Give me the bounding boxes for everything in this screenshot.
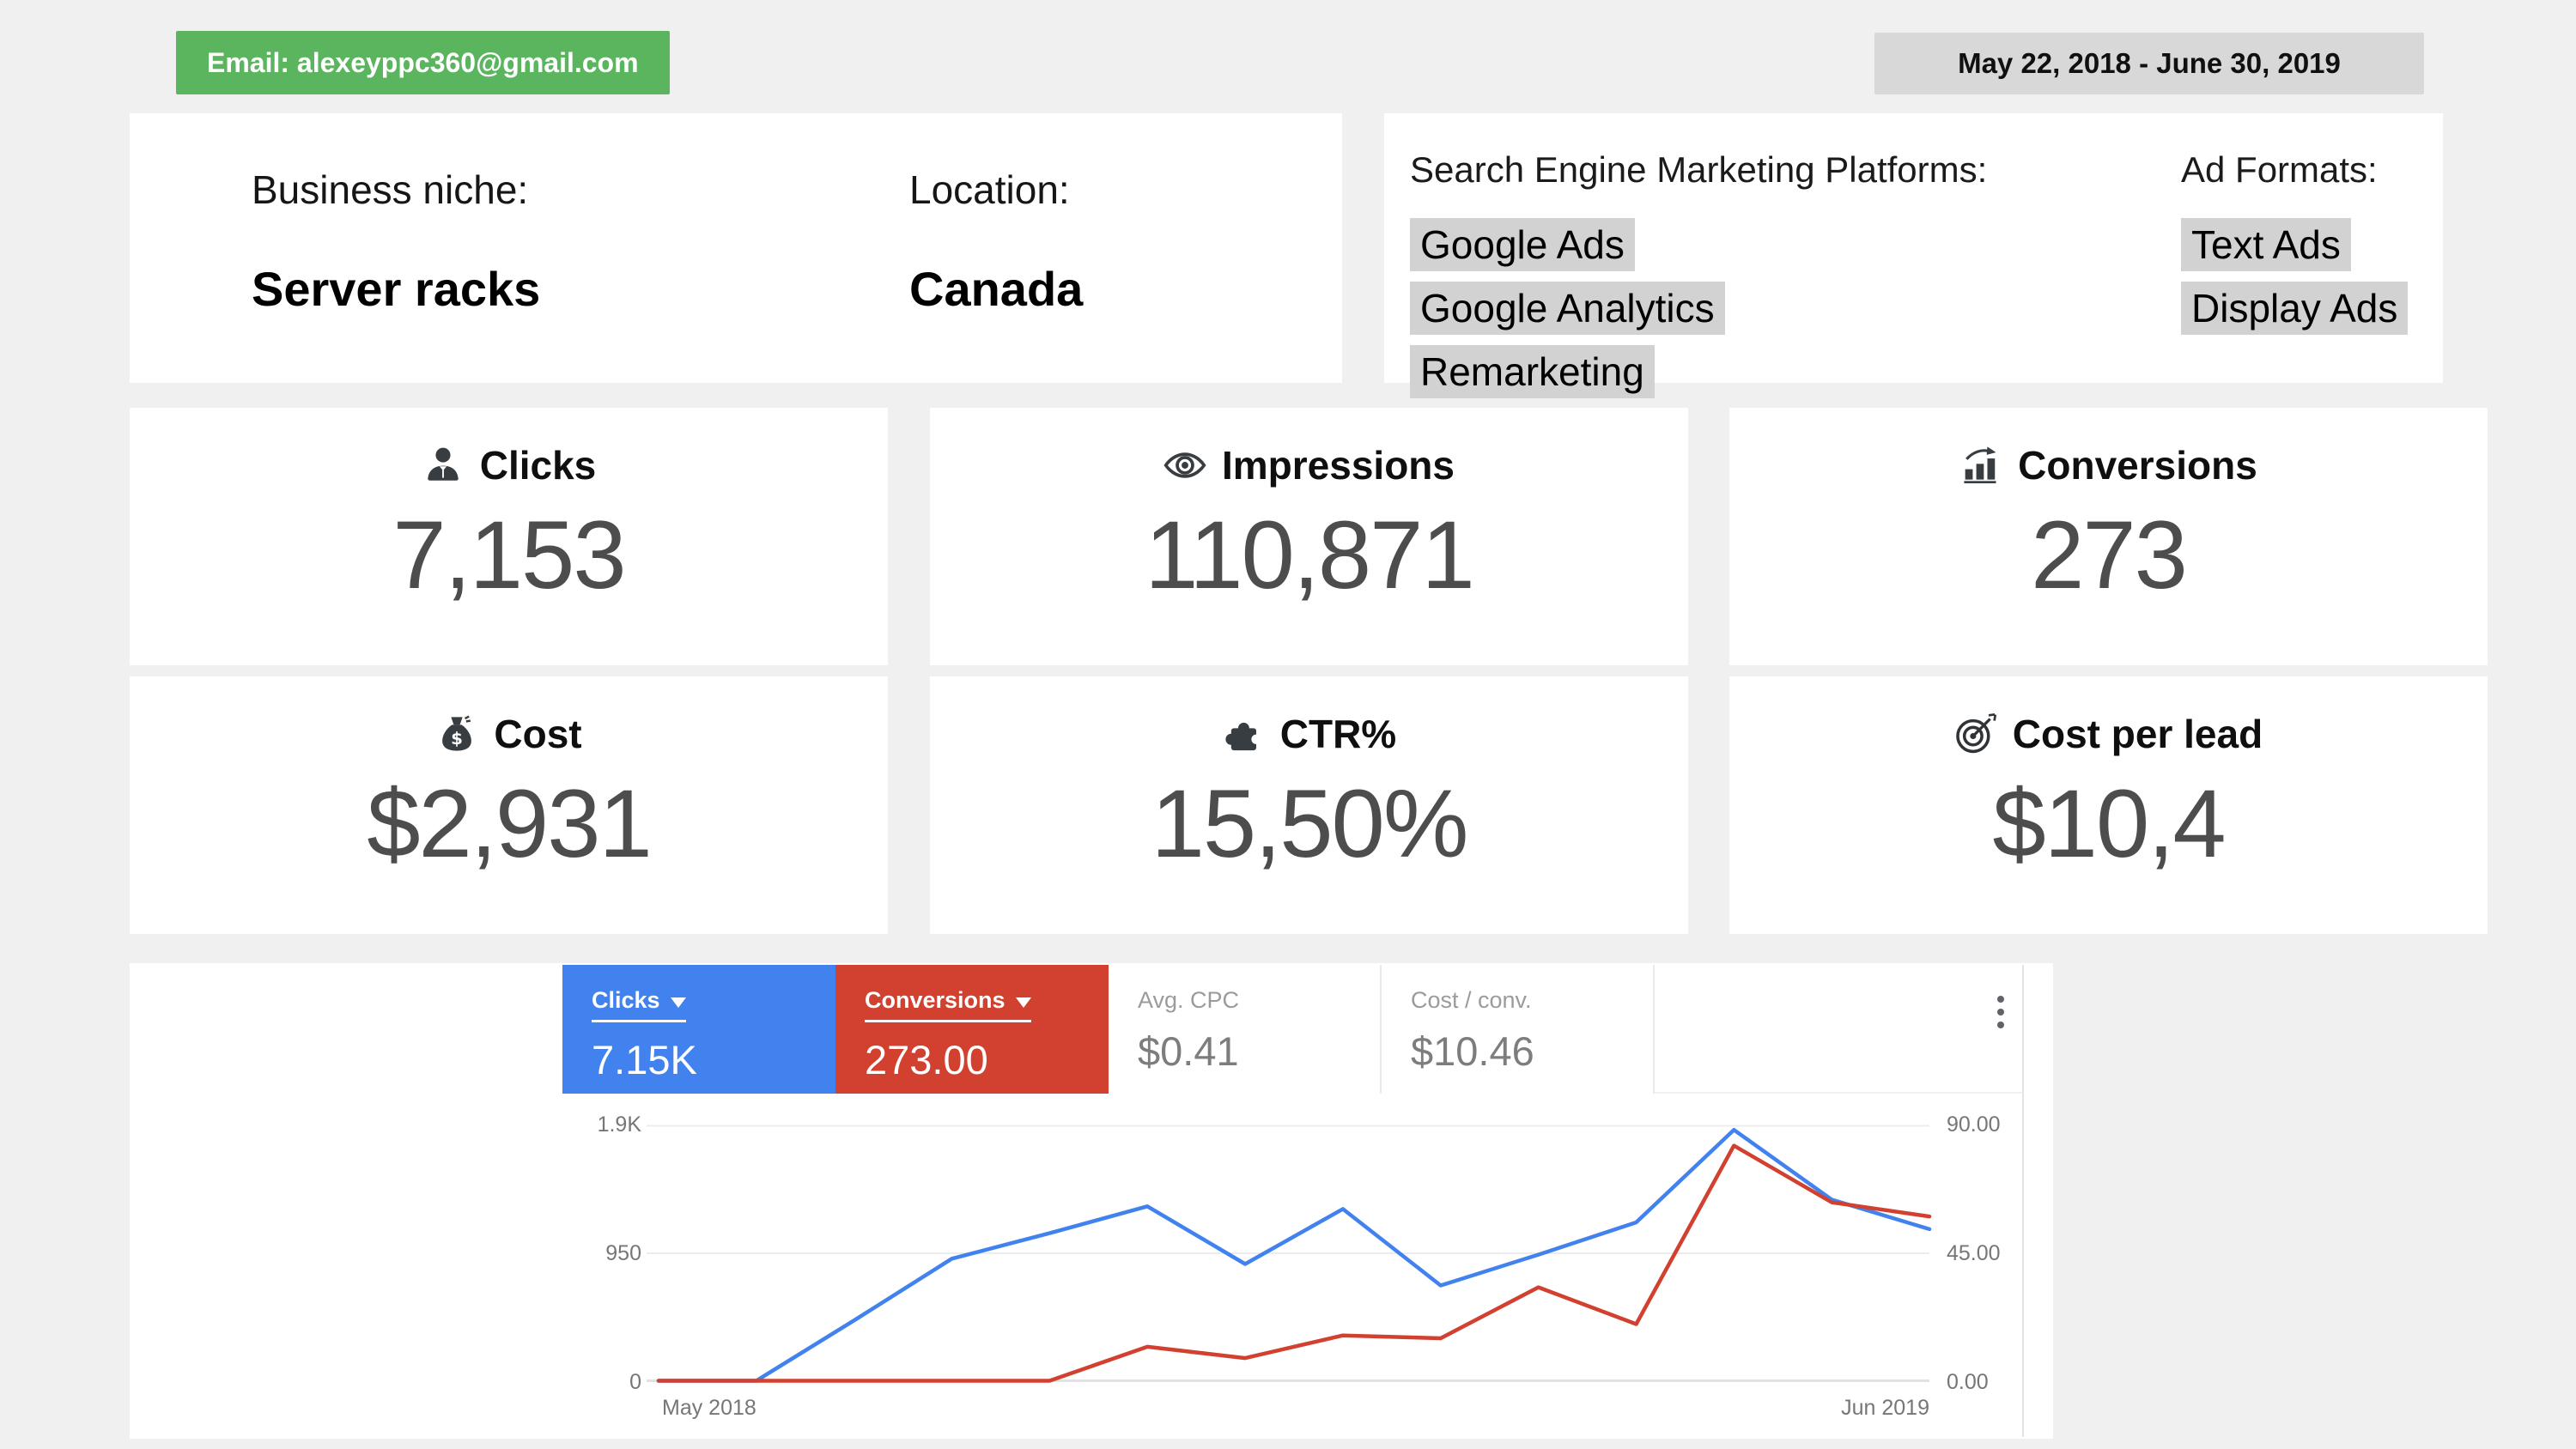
platforms-card: Search Engine Marketing Platforms: Googl… <box>1384 113 2443 398</box>
tab-label: Avg. CPC <box>1138 987 1240 1013</box>
chart-menu-kebab-icon[interactable] <box>1984 996 2018 1056</box>
platform-tag: Google Ads <box>1410 218 1635 271</box>
metric-card-cost: $ Cost $2,931 <box>130 676 888 934</box>
y-axis-left-tick: 1.9K <box>597 1113 641 1137</box>
chevron-down-icon <box>1015 997 1031 1008</box>
metric-value: 7,153 <box>392 501 626 609</box>
y-axis-right-tick: 90.00 <box>1947 1113 2001 1137</box>
ad-formats-column: Ad Formats: Text Ads Display Ads <box>2181 149 2409 335</box>
y-axis-left-tick: 0 <box>629 1370 641 1394</box>
sem-platforms-heading: Search Engine Marketing Platforms: <box>1410 149 1988 190</box>
tab-value: 7.15K <box>592 1037 697 1082</box>
metric-card-impressions: Impressions 110,871 <box>930 408 1688 665</box>
chevron-down-icon <box>670 997 686 1008</box>
date-range-badge: May 22, 2018 - June 30, 2019 <box>1874 33 2424 94</box>
tab-conversions[interactable]: Conversions 273.00 <box>835 965 1109 1094</box>
target-icon <box>1955 712 1996 754</box>
business-info-card: Business niche: Server racks Location: C… <box>130 113 1342 383</box>
location-value: Canada <box>909 262 1084 316</box>
bar-chart-icon <box>1964 446 1996 484</box>
ad-format-tag: Display Ads <box>2181 282 2409 335</box>
ad-format-tag: Text Ads <box>2181 218 2351 271</box>
business-niche-block: Business niche: Server racks <box>252 167 540 317</box>
x-axis-label-start: May 2018 <box>662 1396 756 1420</box>
business-niche-value: Server racks <box>252 262 541 316</box>
money-bag-icon: $ <box>442 715 472 751</box>
y-axis-right-tick: 45.00 <box>1947 1241 2001 1265</box>
platform-tag: Remarketing <box>1410 345 1655 398</box>
metric-label: Conversions <box>2018 443 2257 488</box>
tab-value: 273.00 <box>865 1037 988 1082</box>
performance-chart-card: Clicks 7.15K Conversions 273.00 Avg. CPC… <box>130 963 2053 1439</box>
metric-value: $10,4 <box>1992 770 2226 877</box>
eye-icon <box>1163 452 1206 478</box>
metric-value: 110,871 <box>1145 501 1475 609</box>
metric-value: 15,50% <box>1151 770 1469 877</box>
chart-plot-area: 1.9K 950 0 90.00 45.00 0.00 May 2018 Jun… <box>562 1113 2024 1420</box>
platform-tag: Google Analytics <box>1410 282 1725 335</box>
ad-formats-heading: Ad Formats: <box>2181 149 2378 190</box>
tab-label: Clicks <box>592 987 660 1013</box>
sem-platforms-column: Search Engine Marketing Platforms: Googl… <box>1410 149 1987 398</box>
metric-head: Clicks <box>130 442 888 488</box>
metric-value: 273 <box>2031 501 2188 609</box>
metric-head: CTR% <box>930 711 1688 757</box>
tab-cost-per-conv[interactable]: Cost / conv. $10.46 <box>1382 965 1655 1094</box>
metric-label: Cost per lead <box>2012 712 2263 756</box>
tab-value: $0.41 <box>1138 1028 1239 1074</box>
chart-plot-svg <box>647 1125 1932 1383</box>
business-niche-label: Business niche: <box>252 167 529 212</box>
google-ads-chart-widget: Clicks 7.15K Conversions 273.00 Avg. CPC… <box>562 965 2024 1437</box>
chart-metric-tabs: Clicks 7.15K Conversions 273.00 Avg. CPC… <box>562 965 2022 1094</box>
metric-card-conversions: Conversions 273 <box>1729 408 2488 665</box>
tab-avg-cpc[interactable]: Avg. CPC $0.41 <box>1109 965 1382 1094</box>
tab-value: $10.46 <box>1411 1028 1534 1074</box>
tab-clicks[interactable]: Clicks 7.15K <box>562 965 835 1094</box>
metric-head: Conversions <box>1729 442 2488 488</box>
person-icon <box>428 447 459 481</box>
email-badge: Email: alexeyppc360@gmail.com <box>176 31 670 94</box>
location-block: Location: Canada <box>909 167 1083 317</box>
location-label: Location: <box>909 167 1070 212</box>
puzzle-icon <box>1225 722 1261 751</box>
metric-label: Cost <box>494 712 582 756</box>
metric-label: Impressions <box>1222 443 1455 488</box>
x-axis-label-end: Jun 2019 <box>1841 1396 1929 1420</box>
metric-value: $2,931 <box>367 770 653 877</box>
metric-head: Impressions <box>930 442 1688 488</box>
tab-label: Conversions <box>865 987 1005 1013</box>
metric-head: $ Cost <box>130 711 888 757</box>
y-axis-left-tick: 950 <box>605 1241 641 1265</box>
metric-label: Clicks <box>479 443 597 488</box>
metric-card-ctr: CTR% 15,50% <box>930 676 1688 934</box>
metric-card-clicks: Clicks 7,153 <box>130 408 888 665</box>
metric-card-cost-per-lead: Cost per lead $10,4 <box>1729 676 2488 934</box>
y-axis-right-tick: 0.00 <box>1947 1370 1989 1394</box>
tab-label: Cost / conv. <box>1411 987 1532 1013</box>
metric-head: Cost per lead <box>1729 711 2488 757</box>
metric-label: CTR% <box>1279 712 1397 756</box>
svg-text:$: $ <box>451 729 463 749</box>
